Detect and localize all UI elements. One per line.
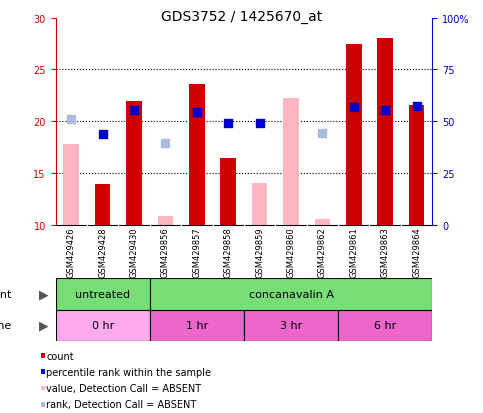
Point bbox=[382, 107, 389, 114]
Text: ▶: ▶ bbox=[39, 319, 48, 332]
Point bbox=[193, 109, 201, 116]
Bar bbox=[377, 39, 393, 225]
Text: 1 hr: 1 hr bbox=[185, 320, 208, 330]
Point bbox=[68, 116, 75, 123]
Text: count: count bbox=[46, 351, 74, 361]
Point bbox=[319, 130, 327, 136]
Bar bbox=[252, 184, 268, 225]
Bar bbox=[150, 279, 432, 310]
Bar bbox=[150, 310, 244, 341]
Point bbox=[224, 121, 232, 127]
Bar bbox=[220, 159, 236, 225]
Text: GSM429856: GSM429856 bbox=[161, 227, 170, 277]
Bar bbox=[56, 310, 150, 341]
Text: 3 hr: 3 hr bbox=[280, 320, 302, 330]
Bar bbox=[314, 220, 330, 225]
Text: value, Detection Call = ABSENT: value, Detection Call = ABSENT bbox=[46, 383, 201, 393]
Text: GSM429860: GSM429860 bbox=[286, 227, 296, 277]
Text: GSM429428: GSM429428 bbox=[98, 227, 107, 277]
Bar bbox=[63, 145, 79, 225]
Text: rank, Detection Call = ABSENT: rank, Detection Call = ABSENT bbox=[46, 399, 197, 409]
Bar bbox=[56, 279, 150, 310]
Text: untreated: untreated bbox=[75, 289, 130, 299]
Bar bbox=[283, 99, 299, 225]
Bar bbox=[338, 310, 432, 341]
Text: 0 hr: 0 hr bbox=[91, 320, 114, 330]
Text: concanavalin A: concanavalin A bbox=[249, 289, 333, 299]
Text: 6 hr: 6 hr bbox=[374, 320, 397, 330]
Text: GSM429864: GSM429864 bbox=[412, 227, 421, 277]
Text: ▶: ▶ bbox=[39, 288, 48, 301]
Text: agent: agent bbox=[0, 289, 12, 299]
Point bbox=[161, 140, 170, 147]
Bar bbox=[346, 44, 362, 225]
Text: GSM429426: GSM429426 bbox=[67, 227, 76, 277]
Point bbox=[350, 104, 357, 111]
Bar bbox=[409, 105, 425, 225]
Text: GSM429862: GSM429862 bbox=[318, 227, 327, 277]
Point bbox=[412, 103, 420, 109]
Text: time: time bbox=[0, 320, 12, 330]
Text: GDS3752 / 1425670_at: GDS3752 / 1425670_at bbox=[161, 10, 322, 24]
Text: GSM429430: GSM429430 bbox=[129, 227, 139, 277]
Point bbox=[130, 107, 138, 114]
Text: GSM429858: GSM429858 bbox=[224, 227, 233, 277]
Bar bbox=[189, 85, 205, 225]
Bar bbox=[244, 310, 338, 341]
Text: percentile rank within the sample: percentile rank within the sample bbox=[46, 367, 211, 377]
Text: GSM429863: GSM429863 bbox=[381, 227, 390, 277]
Text: GSM429861: GSM429861 bbox=[349, 227, 358, 277]
Bar bbox=[95, 185, 111, 225]
Bar bbox=[157, 217, 173, 225]
Bar bbox=[126, 102, 142, 225]
Point bbox=[256, 121, 264, 127]
Point bbox=[99, 131, 107, 138]
Text: GSM429857: GSM429857 bbox=[192, 227, 201, 277]
Text: GSM429859: GSM429859 bbox=[255, 227, 264, 277]
